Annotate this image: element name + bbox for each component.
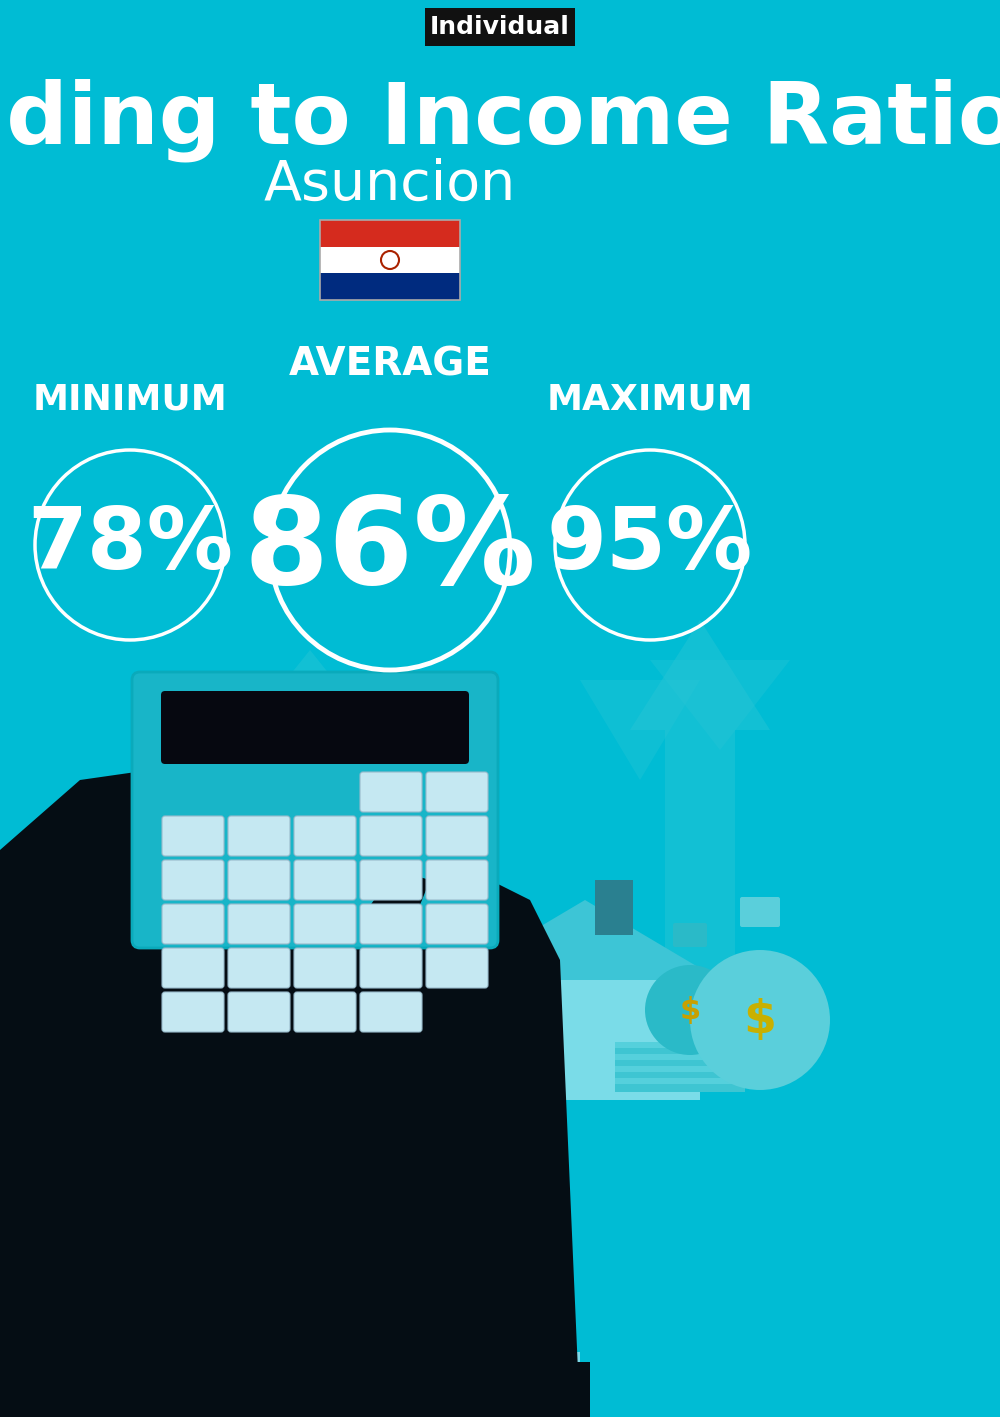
- FancyBboxPatch shape: [615, 1054, 745, 1061]
- FancyBboxPatch shape: [161, 691, 469, 764]
- Text: $: $: [744, 998, 776, 1043]
- FancyBboxPatch shape: [740, 897, 780, 927]
- Polygon shape: [630, 621, 770, 1010]
- Text: $: $: [679, 996, 701, 1024]
- FancyBboxPatch shape: [615, 1060, 745, 1068]
- FancyBboxPatch shape: [320, 247, 460, 273]
- Text: Asuncion: Asuncion: [264, 159, 516, 213]
- Text: 95%: 95%: [547, 503, 753, 587]
- FancyBboxPatch shape: [595, 880, 633, 935]
- FancyBboxPatch shape: [228, 904, 290, 944]
- FancyBboxPatch shape: [615, 1078, 745, 1085]
- FancyBboxPatch shape: [548, 1040, 580, 1100]
- Polygon shape: [580, 680, 700, 779]
- FancyBboxPatch shape: [162, 860, 224, 900]
- Circle shape: [690, 949, 830, 1090]
- FancyBboxPatch shape: [426, 772, 488, 812]
- FancyBboxPatch shape: [132, 672, 498, 948]
- Polygon shape: [260, 860, 580, 1417]
- FancyBboxPatch shape: [294, 992, 356, 1032]
- Polygon shape: [0, 760, 320, 1417]
- FancyBboxPatch shape: [615, 1041, 745, 1050]
- FancyBboxPatch shape: [162, 904, 224, 944]
- FancyBboxPatch shape: [615, 1066, 745, 1074]
- FancyBboxPatch shape: [480, 1362, 590, 1417]
- FancyBboxPatch shape: [294, 904, 356, 944]
- Text: Spending to Income Ratio: Spending to Income Ratio: [0, 78, 1000, 162]
- FancyBboxPatch shape: [320, 273, 460, 300]
- FancyBboxPatch shape: [426, 816, 488, 856]
- FancyBboxPatch shape: [162, 992, 224, 1032]
- FancyBboxPatch shape: [615, 1049, 745, 1056]
- FancyBboxPatch shape: [426, 948, 488, 988]
- Text: 86%: 86%: [244, 492, 536, 608]
- FancyBboxPatch shape: [228, 860, 290, 900]
- FancyBboxPatch shape: [360, 816, 422, 856]
- FancyBboxPatch shape: [360, 860, 422, 900]
- FancyBboxPatch shape: [300, 1352, 580, 1417]
- Polygon shape: [360, 870, 430, 930]
- Polygon shape: [650, 660, 790, 750]
- FancyBboxPatch shape: [294, 816, 356, 856]
- Text: MAXIMUM: MAXIMUM: [547, 383, 753, 417]
- FancyBboxPatch shape: [426, 860, 488, 900]
- FancyBboxPatch shape: [228, 992, 290, 1032]
- FancyBboxPatch shape: [360, 904, 422, 944]
- FancyBboxPatch shape: [470, 981, 700, 1100]
- FancyBboxPatch shape: [228, 816, 290, 856]
- FancyBboxPatch shape: [294, 948, 356, 988]
- FancyBboxPatch shape: [510, 1040, 542, 1100]
- Polygon shape: [450, 900, 720, 981]
- FancyBboxPatch shape: [360, 992, 422, 1032]
- FancyBboxPatch shape: [615, 1084, 745, 1093]
- Text: MINIMUM: MINIMUM: [33, 383, 227, 417]
- FancyBboxPatch shape: [425, 9, 575, 45]
- FancyBboxPatch shape: [0, 1357, 140, 1417]
- FancyBboxPatch shape: [162, 948, 224, 988]
- FancyBboxPatch shape: [162, 816, 224, 856]
- FancyBboxPatch shape: [294, 860, 356, 900]
- FancyBboxPatch shape: [673, 922, 707, 947]
- Text: 78%: 78%: [27, 503, 233, 587]
- Circle shape: [645, 965, 735, 1056]
- FancyBboxPatch shape: [615, 1073, 745, 1080]
- Text: Individual: Individual: [430, 16, 570, 40]
- FancyBboxPatch shape: [360, 772, 422, 812]
- FancyBboxPatch shape: [0, 1338, 220, 1417]
- FancyBboxPatch shape: [320, 220, 460, 247]
- FancyBboxPatch shape: [426, 904, 488, 944]
- FancyBboxPatch shape: [360, 948, 422, 988]
- Polygon shape: [230, 650, 390, 949]
- FancyBboxPatch shape: [228, 948, 290, 988]
- Text: AVERAGE: AVERAGE: [289, 346, 491, 384]
